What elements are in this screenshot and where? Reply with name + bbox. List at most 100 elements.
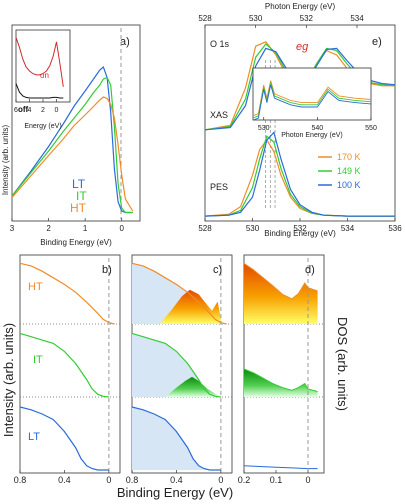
inset-label-off: off xyxy=(18,105,29,114)
label-o1s: O 1s xyxy=(210,39,230,49)
inset-xas-100k xyxy=(252,84,372,121)
inset-label-on: on xyxy=(40,71,49,80)
panel-a-x-tick-label: 0 xyxy=(119,224,124,233)
bottom-content: 0.8 0.4 0 0.8 0.4 0 0.2 0.1 0 xyxy=(14,258,324,485)
bottom-xlabel: Binding Energy (eV) xyxy=(117,485,233,500)
bottom-x-0-tick-label: 0 xyxy=(106,475,111,485)
spectrum-shade-lt xyxy=(132,407,221,470)
panel-e-inset-xlabel: Photon Energy (eV) xyxy=(281,132,342,139)
panel-a-inset-x-tick-label: 0 xyxy=(55,107,59,114)
panel-b-frame xyxy=(19,254,121,474)
pes-series-100k xyxy=(204,131,395,217)
panel-a-x-tick-label: 3 xyxy=(10,224,15,233)
legend-100k: 100 K xyxy=(337,180,361,190)
dos-line-ht xyxy=(243,262,318,300)
panel-d-letter: d) xyxy=(305,264,315,276)
legend-149k: 149 K xyxy=(337,166,361,176)
inset-series-off xyxy=(15,83,64,99)
inset-xas-149k xyxy=(252,82,372,119)
panel-a-inset-x-tick-label: 2 xyxy=(41,107,45,114)
panel-c-letter: c) xyxy=(213,264,222,276)
inset-xas-170k xyxy=(252,80,372,117)
panel-e-top-xlabel: Photon Energy (eV) xyxy=(265,2,336,11)
panel-a-x-tick-label: 2 xyxy=(46,224,51,233)
legend-ht: HT xyxy=(70,201,87,215)
panel-e-ticks: 528 530 532 534 536 528 530 532 534 xyxy=(198,14,402,233)
spectrum-line-lt xyxy=(19,406,109,471)
spectrum-line-lt xyxy=(131,406,221,471)
label-pes: PES xyxy=(210,182,228,192)
panel-e-x-tick-label: 528 xyxy=(198,224,212,233)
dos-fill-ht xyxy=(159,289,221,324)
row-label-ht: HT xyxy=(28,281,43,293)
label-eg: eg xyxy=(296,41,309,53)
dos-fill-ht xyxy=(244,263,318,324)
bottom-x-1-tick-label: 0.4 xyxy=(170,475,183,485)
bottom-x-1-tick-label: 0.8 xyxy=(126,475,139,485)
bottom-x-1-tick-label: 0 xyxy=(218,475,223,485)
legend-it: IT xyxy=(76,189,87,203)
panel-e-x-tick-label: 536 xyxy=(388,224,402,233)
panel-e-letter: e) xyxy=(372,36,382,48)
legend-lt: LT xyxy=(72,177,86,191)
panel-a-ylabel: Intensity (arb. units) xyxy=(1,125,10,196)
panel-e-x-tick-label: 530 xyxy=(246,224,260,233)
bottom-x-2-tick-label: 0.1 xyxy=(270,475,283,485)
spectrum-line-it xyxy=(19,332,109,398)
panel-e-inset-series xyxy=(252,80,372,121)
panel-b-letter: b) xyxy=(102,264,112,276)
panel-e-inset-ticks: 530 540 550 xyxy=(258,117,377,132)
panel-d-frame xyxy=(243,254,325,474)
panel-a-inset-series xyxy=(15,37,64,99)
bottom-ylabel: Intensity (arb. units) xyxy=(1,323,16,437)
panel-a-inset-x-tick-label: 4 xyxy=(28,107,32,114)
bottom-x-2-tick-label: 0.2 xyxy=(238,475,251,485)
bottom-panels: 0.8 0.4 0 0.8 0.4 0 0.2 0.1 0 b) c) d) HT IT LT … xyxy=(1,254,350,500)
panel-a-frame xyxy=(11,24,141,222)
panel-e-top-tick-label: 532 xyxy=(300,14,314,23)
panel-a-series-it xyxy=(11,76,133,214)
panel-e: Photon Energy (eV) Binding Energy (eV) e… xyxy=(198,2,402,238)
panel-e-top-tick-label: 528 xyxy=(198,14,212,23)
panel-e-inset-x-tick-label: 550 xyxy=(365,125,377,132)
panel-a: a) 3 2 1 0 Binding Energy (eV) Intensity (a… xyxy=(1,24,141,247)
panel-e-x-tick-label: 532 xyxy=(293,224,307,233)
bottom-x-0-tick-label: 0.8 xyxy=(14,475,27,485)
spectrum-line-ht xyxy=(131,262,227,325)
bottom-x-0-tick-label: 0.4 xyxy=(58,475,71,485)
row-label-it: IT xyxy=(33,354,43,366)
inset-series-on xyxy=(15,37,64,87)
panel-a-letter: a) xyxy=(120,36,130,48)
legend-170k: 170 K xyxy=(337,152,361,162)
panel-e-inset-frame xyxy=(252,67,372,121)
panel-e-inset-x-tick-label: 540 xyxy=(312,125,324,132)
dos-line-it xyxy=(243,368,318,393)
spectrum-shade-it xyxy=(132,333,221,397)
panel-a-series-ht xyxy=(11,96,134,212)
panel-a-ticks: 3 2 1 0 xyxy=(10,218,124,233)
panel-a-inset-ticks: 6 4 2 0 xyxy=(14,99,59,114)
panel-e-x-tick-label: 534 xyxy=(341,224,355,233)
panel-a-inset-xlabel: Energy (eV) xyxy=(24,123,61,130)
panel-a-inset-frame xyxy=(15,29,71,103)
panel-a-inset: 6 4 2 0 on off Energy (eV) xyxy=(14,29,71,130)
panel-a-series xyxy=(11,65,134,214)
row-label-lt: LT xyxy=(28,431,40,443)
panel-a-series-lt xyxy=(11,65,133,214)
panel-e-top-tick-label: 530 xyxy=(249,14,263,23)
bottom-x-2-tick-label: 0 xyxy=(305,475,310,485)
panel-e-inset-x-tick-label: 530 xyxy=(258,125,270,132)
spectrum-line-it xyxy=(131,332,221,398)
panel-a-xlabel: Binding Energy (eV) xyxy=(40,238,112,247)
dos-fill-it xyxy=(244,368,318,397)
panel-a-inset-x-tick-label: 6 xyxy=(14,107,18,114)
label-xas: XAS xyxy=(210,110,228,120)
panel-e-inset: 530 540 550 Photon Energy (eV) xyxy=(252,67,377,139)
spectrum-line-ht xyxy=(19,262,115,325)
panel-a-x-tick-label: 1 xyxy=(83,224,88,233)
panel-e-top-tick-label: 534 xyxy=(350,14,364,23)
dos-line-lt xyxy=(243,465,318,470)
panel-d-ylabel: DOS (arb. units) xyxy=(335,317,350,411)
panel-e-xlabel: Binding Energy (eV) xyxy=(264,229,336,238)
